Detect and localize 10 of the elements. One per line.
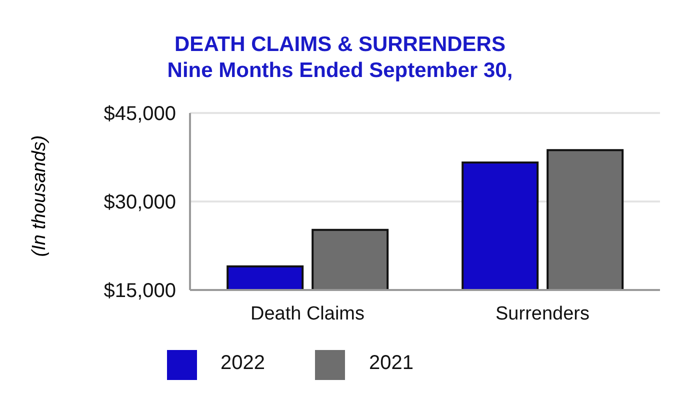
y-tick-label: $45,000 [104, 103, 176, 126]
y-tick-label: $30,000 [104, 192, 176, 214]
chart-subtitle: Nine Months Ended September 30, [166, 58, 514, 84]
legend-label: 2022 [220, 352, 265, 374]
chart-title: DEATH CLAIMS & SURRENDERS [174, 32, 506, 58]
y-tick-label: $15,000 [104, 280, 176, 302]
y-axis-title: (In thousands) [29, 135, 51, 257]
x-tick-label: Surrenders [496, 303, 590, 324]
legend-label: 2021 [369, 352, 414, 374]
x-tick-label: Death Claims [250, 303, 365, 324]
